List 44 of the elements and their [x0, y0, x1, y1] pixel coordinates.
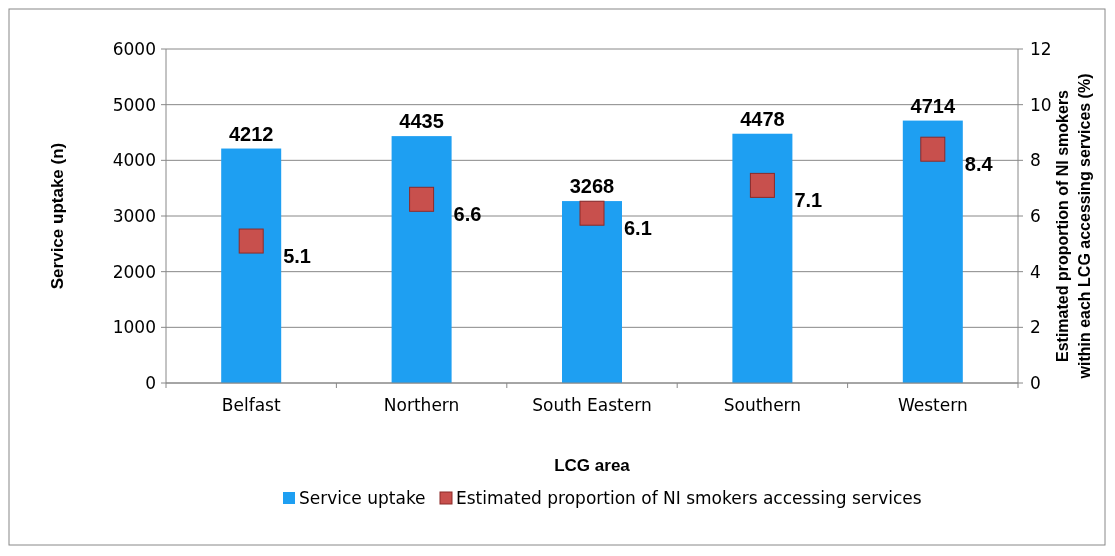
data-label: 4435: [399, 110, 444, 133]
point: [409, 186, 435, 212]
y-axis-title: Service uptake (n): [48, 142, 67, 290]
data-label: 5.1: [283, 245, 312, 268]
y2-axis-title: Estimated proportion of NI smokers within each LCG accessing services (%): [1054, 73, 1093, 380]
x-tick-label: South Eastern: [532, 395, 652, 415]
data-label: 4714: [910, 94, 956, 117]
y-tick-label: 5000: [112, 94, 156, 115]
point: [579, 200, 605, 226]
x-tick-label: Belfast: [221, 395, 281, 415]
bar: [391, 136, 452, 383]
point: [920, 136, 946, 162]
data-label: 3268: [569, 175, 615, 198]
data-label: 6.1: [624, 217, 652, 240]
y-tick-label: 1000: [112, 317, 156, 338]
data-label: 4478: [740, 107, 785, 130]
y-tick-label: 3000: [112, 205, 156, 226]
y-tick-label: 6000: [112, 38, 156, 59]
data-label: 6.6: [453, 203, 482, 226]
bar: [732, 133, 793, 383]
data-label: 8.4: [964, 153, 994, 176]
x-tick-label: Northern: [383, 395, 460, 415]
data-label: 4212: [228, 122, 274, 145]
bar: [221, 148, 282, 383]
point: [238, 228, 264, 254]
legend-label: Service uptake: [299, 487, 426, 508]
y2-tick-label: 2: [1030, 317, 1041, 338]
bar: [902, 120, 963, 383]
y2-tick-label: 8: [1030, 150, 1041, 171]
y-tick-label: 2000: [112, 261, 156, 282]
y-tick-label: 0: [145, 372, 156, 393]
x-axis-title: LCG area: [554, 456, 631, 475]
x-tick-label: Western: [897, 395, 968, 415]
x-tick-label: Southern: [723, 395, 802, 415]
y2-tick-label: 10: [1030, 94, 1052, 115]
data-label: 7.1: [794, 189, 823, 212]
y2-tick-label: 12: [1030, 38, 1052, 59]
y2-tick-label: 6: [1030, 205, 1041, 226]
point: [749, 172, 775, 198]
y2-tick-label: 4: [1030, 261, 1041, 282]
bar: [562, 201, 622, 383]
y-tick-label: 4000: [112, 150, 156, 171]
legend-label: Estimated proportion of NI smokers accessing services: [456, 487, 922, 508]
y2-tick-label: 0: [1030, 372, 1041, 393]
